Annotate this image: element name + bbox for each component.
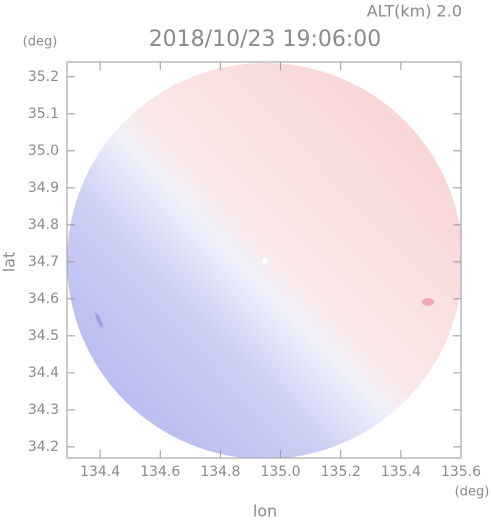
plot-frame	[66, 61, 462, 459]
x-tick-label: 134.4	[80, 464, 120, 480]
y-tick-label: 34.2	[28, 439, 59, 455]
y-tick-label: 34.9	[28, 180, 59, 196]
y-tick-label: 35.2	[28, 69, 59, 85]
y-tick-label: 34.6	[28, 291, 59, 307]
x-unit: (deg)	[455, 485, 490, 500]
x-tick-label: 134.6	[140, 464, 180, 480]
y-tick-label: 34.8	[28, 217, 59, 233]
x-tick-label: 135.0	[260, 464, 300, 480]
y-tick-label: 34.3	[28, 402, 59, 418]
chart-title: 2018/10/23 19:06:00	[149, 27, 382, 52]
x-tick-label: 135.4	[381, 464, 421, 480]
y-tick-label: 34.5	[28, 328, 59, 344]
x-tick-label: 135.2	[321, 464, 361, 480]
y-tick-label: 34.7	[28, 254, 59, 270]
y-axis-label: lat	[0, 252, 19, 273]
radar-field	[67, 63, 461, 458]
y-tick-label: 34.4	[28, 365, 59, 381]
y-unit: (deg)	[23, 35, 58, 50]
x-axis-label: lon	[253, 502, 277, 521]
altitude-label: ALT(km) 2.0	[367, 2, 462, 21]
x-tick-label: 135.6	[441, 464, 481, 480]
y-tick-label: 35.1	[28, 106, 59, 122]
y-tick-label: 35.0	[28, 143, 59, 159]
x-tick-label: 134.8	[200, 464, 240, 480]
